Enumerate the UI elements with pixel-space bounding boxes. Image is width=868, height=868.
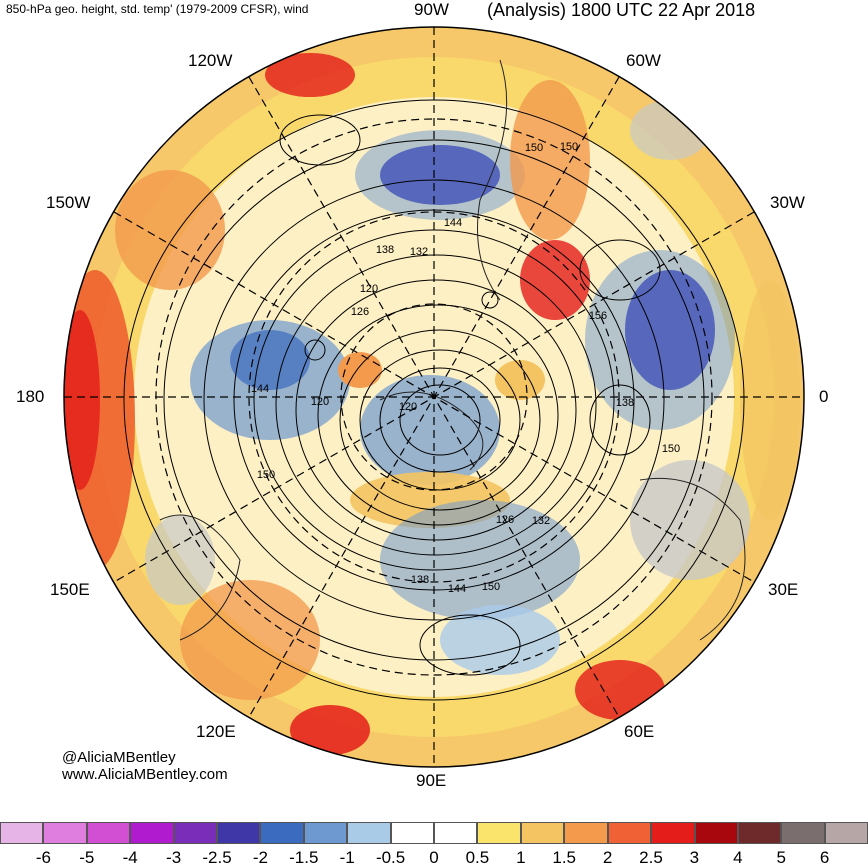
colorbar-tick-label: -6 (35, 848, 51, 867)
colorbar-tick-label: 5 (776, 848, 786, 867)
lon-label-180: 180 (16, 387, 45, 406)
map-boundary (63, 26, 805, 768)
colorbar-swatch (303, 822, 348, 844)
colorbar-tick-label: -1 (339, 848, 355, 867)
colorbar-swatch (347, 822, 391, 844)
colorbar-tick-label: -2 (252, 848, 268, 867)
lon-label-30w: 30W (770, 193, 805, 212)
colorbar-tick-label: 2.5 (639, 848, 663, 867)
colorbar-swatch (477, 822, 521, 844)
colorbar-swatch (434, 822, 478, 844)
colorbar-swatch (217, 822, 261, 844)
colorbar-swatch (607, 822, 652, 844)
colorbar-swatch (173, 822, 218, 844)
colorbar-swatch (694, 822, 738, 844)
anomaly-patches (64, 53, 800, 755)
colorbar-swatch (130, 822, 174, 844)
colorbar-swatch (390, 822, 435, 844)
lon-label-0: 0 (819, 387, 829, 406)
lon-label-30e: 30E (768, 580, 799, 599)
colorbar-swatch (260, 822, 304, 844)
lon-label-60w: 60W (626, 51, 661, 70)
colorbar-tick-label: -3 (166, 848, 182, 867)
colorbar-swatch (0, 822, 44, 844)
colorbar-tick-label: 0.5 (465, 848, 490, 867)
lon-label-90w: 90W (414, 0, 449, 19)
colorbar-swatch (43, 822, 87, 844)
coastlines (159, 59, 746, 641)
colorbar-tick-label: 3 (689, 848, 700, 867)
colorbar-tick-label: 2 (602, 848, 613, 867)
colorbar-tick-label: -0.5 (375, 848, 406, 867)
lon-label-150w: 150W (46, 193, 91, 212)
colorbar-tick-label: -4 (122, 848, 138, 867)
lon-label-90e: 90E (416, 771, 447, 790)
colorbar-tick-label: 0 (429, 848, 439, 867)
lon-label-60e: 60E (624, 722, 655, 741)
colorbar-tick-label: -1.5 (289, 848, 319, 867)
map-subtitle: 850-hPa geo. height, std. temp' (1979-20… (6, 2, 309, 16)
graticule (64, 27, 804, 767)
colorbar-swatch (737, 822, 782, 844)
colorbar-swatch (564, 822, 608, 844)
colorbar-swatch (824, 822, 868, 844)
analysis-label: (Analysis) 1800 UTC 22 Apr 2018 (487, 0, 756, 20)
colorbar-tick-label: 1 (516, 848, 526, 867)
colorbar-swatch (651, 822, 695, 844)
colorbar-tick-label: -5 (79, 848, 95, 867)
credit-website: www.AliciaMBentley.com (62, 766, 228, 783)
lon-label-120w: 120W (188, 51, 233, 70)
polar-map (63, 26, 805, 768)
credit-handle: @AliciaMBentley (62, 749, 176, 766)
colorbar-tick-label: 6 (819, 848, 830, 867)
colorbar-tick-label: 4 (733, 848, 743, 867)
colorbar-tick-label: 1.5 (552, 848, 577, 867)
colorbar-swatch (781, 822, 825, 844)
colorbar-swatch (520, 822, 565, 844)
colorbar-tick-label: -2.5 (202, 848, 232, 867)
lon-label-150e: 150E (50, 580, 90, 599)
colorbar-swatch (86, 822, 131, 844)
lon-label-120e: 120E (196, 722, 236, 741)
colorbar (0, 822, 868, 846)
